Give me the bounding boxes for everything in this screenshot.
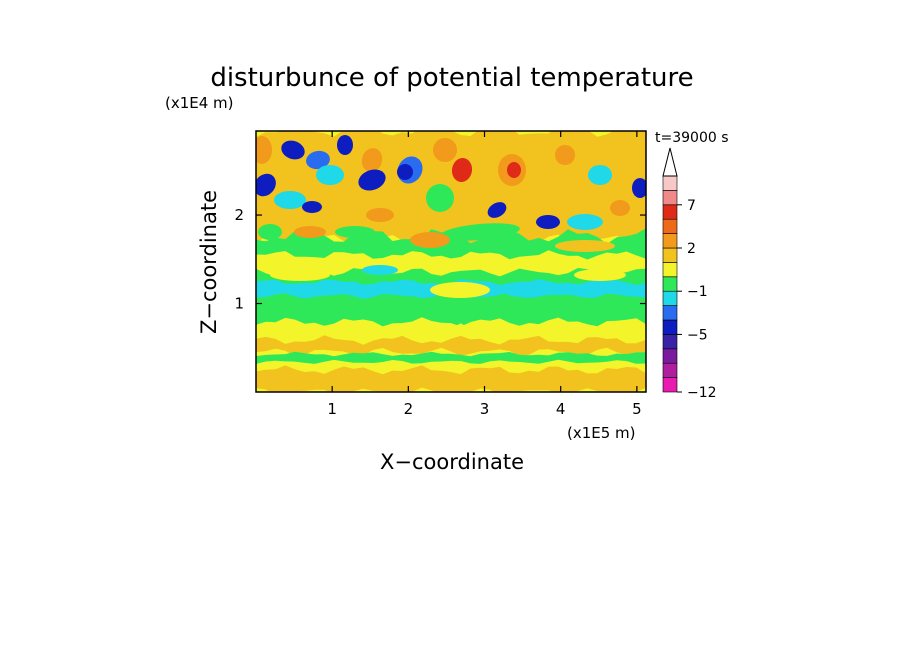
contour-blob bbox=[366, 208, 394, 222]
contour-blob bbox=[555, 145, 575, 165]
colorbar-label: −5 bbox=[687, 327, 708, 343]
contour-blob bbox=[294, 226, 326, 238]
contour-blob bbox=[555, 240, 615, 252]
contour-blob bbox=[433, 138, 457, 162]
contour-band bbox=[256, 351, 646, 364]
contour-band bbox=[256, 296, 646, 321]
colorbar-swatch bbox=[662, 190, 678, 206]
contour-blob bbox=[506, 287, 534, 297]
colorbar-swatch bbox=[662, 362, 678, 378]
contour-blob bbox=[507, 162, 521, 178]
colorbar-swatch bbox=[662, 334, 678, 350]
contour-blob bbox=[410, 232, 450, 248]
contour-blob bbox=[337, 135, 353, 155]
colorbar-swatch bbox=[662, 218, 678, 234]
chart-title: disturbunce of potential temperature bbox=[210, 63, 693, 93]
x-tick-label: 5 bbox=[632, 400, 642, 418]
colorbar-swatch bbox=[662, 262, 678, 278]
contour-blob bbox=[588, 165, 612, 185]
y-axis: 12 bbox=[234, 206, 646, 313]
colorbar-swatch bbox=[662, 247, 678, 263]
contour-blob bbox=[361, 148, 383, 172]
colorbar-swatch bbox=[662, 175, 678, 191]
contour-field bbox=[256, 131, 646, 392]
contour-blob bbox=[440, 223, 520, 241]
colorbar-swatch bbox=[662, 233, 678, 249]
contour-blob bbox=[397, 164, 413, 180]
y-tick-label: 1 bbox=[234, 295, 244, 313]
contour-blob bbox=[430, 282, 490, 298]
contour-band bbox=[256, 335, 646, 356]
colorbar-swatch bbox=[662, 290, 678, 306]
time-label: t=39000 s bbox=[655, 130, 729, 146]
colorbar-swatch bbox=[662, 319, 678, 335]
colorbar-label: 2 bbox=[687, 241, 696, 257]
contour-blob bbox=[610, 200, 630, 216]
colorbar-swatch bbox=[662, 305, 678, 321]
y-unit-label: (x1E4 m) bbox=[165, 94, 234, 112]
contour-band bbox=[256, 250, 646, 277]
contour-blob bbox=[270, 269, 330, 281]
x-tick-label: 3 bbox=[480, 400, 490, 418]
colorbar: −12−5−127 bbox=[662, 147, 717, 401]
contour-blob bbox=[281, 140, 305, 160]
x-unit-label: (x1E5 m) bbox=[567, 424, 636, 442]
colorbar-extend-arrow bbox=[662, 147, 678, 177]
x-axis-label: X−coordinate bbox=[380, 450, 524, 474]
contour-blob bbox=[258, 224, 282, 240]
contour-blob bbox=[256, 136, 272, 164]
colorbar-label: −12 bbox=[687, 385, 717, 401]
y-axis-label: Z−coordinate bbox=[197, 190, 221, 334]
contour-blob bbox=[536, 215, 560, 229]
colorbar-swatch bbox=[662, 204, 678, 220]
contour-blob bbox=[306, 150, 330, 170]
x-tick-label: 1 bbox=[327, 400, 337, 418]
contour-blob bbox=[335, 226, 375, 238]
y-tick-label: 2 bbox=[234, 206, 244, 224]
x-tick-label: 2 bbox=[404, 400, 414, 418]
contour-blob bbox=[567, 214, 603, 230]
colorbar-swatch bbox=[662, 348, 678, 364]
x-tick-label: 4 bbox=[556, 400, 566, 418]
plot-area bbox=[256, 131, 646, 392]
contour-blob bbox=[451, 158, 473, 182]
contour-blob bbox=[256, 173, 276, 197]
contour-blob bbox=[426, 184, 454, 212]
contour-blob bbox=[574, 269, 626, 281]
x-axis: 1 2 3 4 5 bbox=[327, 131, 642, 418]
contour-blob bbox=[362, 265, 398, 275]
contour-blob bbox=[302, 201, 322, 213]
contour-blob bbox=[316, 165, 344, 185]
contour-band bbox=[256, 365, 646, 392]
colorbar-swatch bbox=[662, 377, 678, 393]
colorbar-label: −1 bbox=[687, 284, 708, 300]
plot-frame bbox=[255, 130, 647, 393]
colorbar-label: 7 bbox=[687, 198, 696, 214]
contour-blob bbox=[487, 202, 507, 218]
contour-blob bbox=[358, 169, 386, 191]
contour-blob bbox=[632, 178, 646, 198]
colorbar-swatch bbox=[662, 276, 678, 292]
contour-blob bbox=[274, 191, 306, 209]
